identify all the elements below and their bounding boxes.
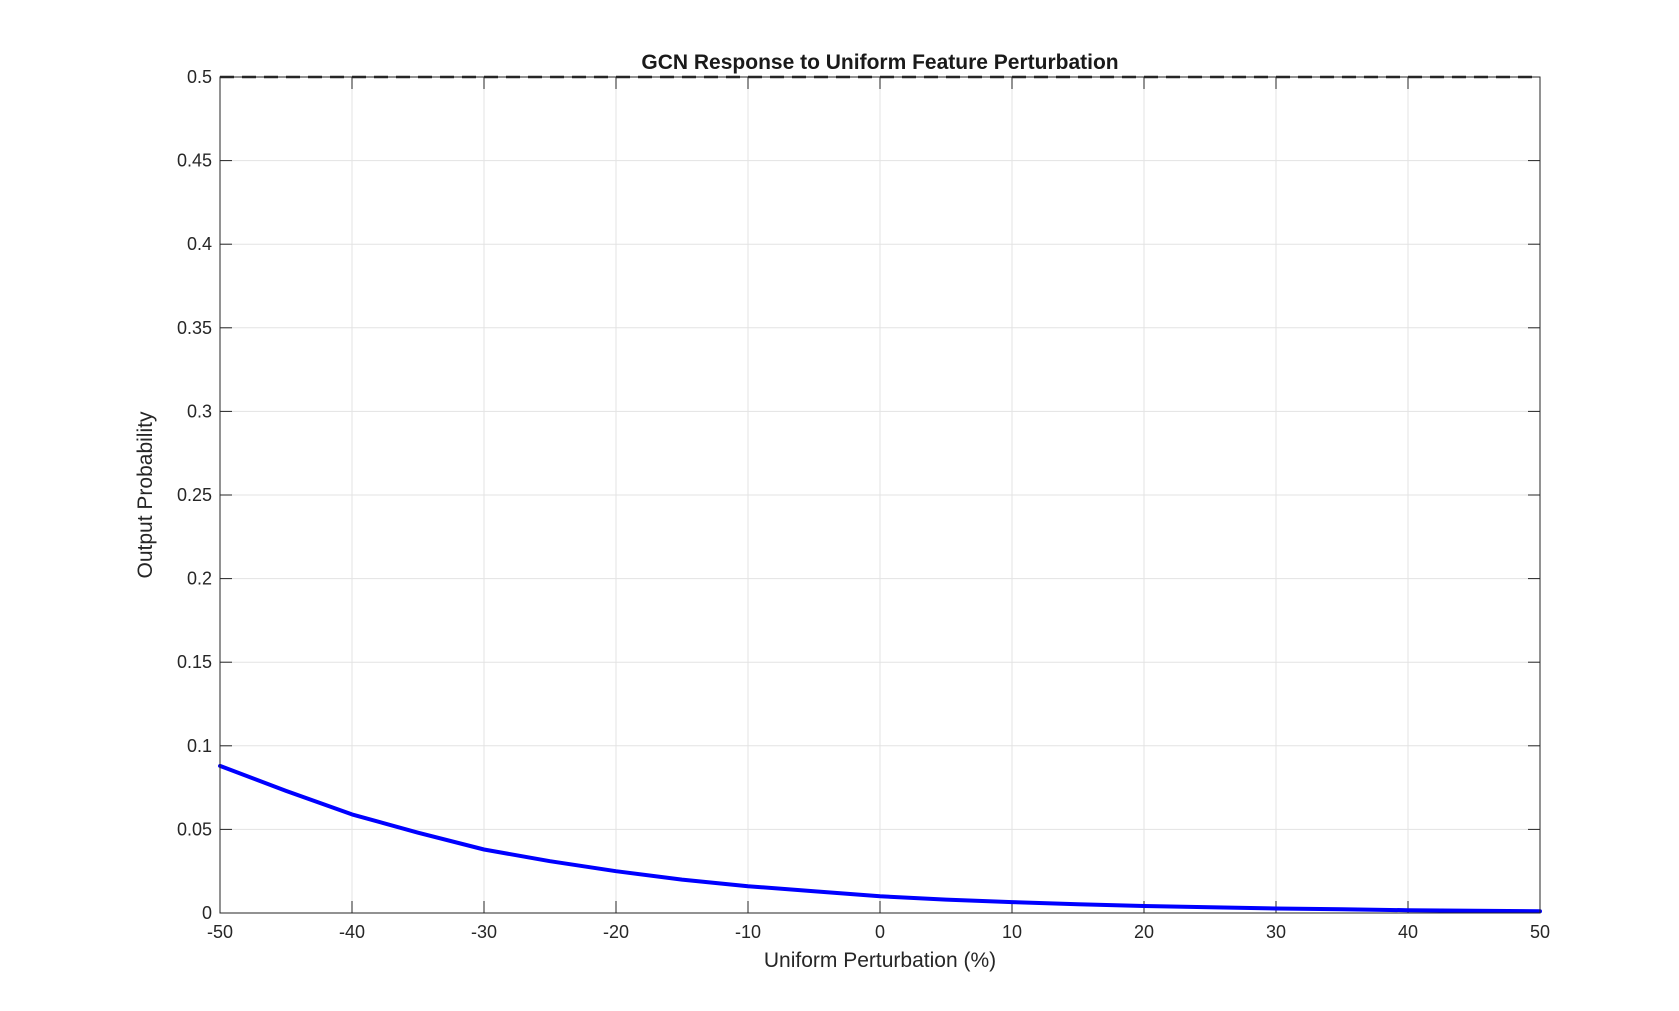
- x-tick-label: 30: [1266, 922, 1286, 942]
- x-tick-label: -20: [603, 922, 629, 942]
- x-tick-label: 50: [1530, 922, 1550, 942]
- y-tick-label: 0: [202, 903, 212, 923]
- y-tick-label: 0.05: [177, 819, 212, 839]
- y-tick-label: 0.3: [187, 401, 212, 421]
- y-tick-label: 0.45: [177, 151, 212, 171]
- x-tick-label: 40: [1398, 922, 1418, 942]
- y-tick-label: 0.35: [177, 318, 212, 338]
- x-tick-label: 10: [1002, 922, 1022, 942]
- x-tick-label: -30: [471, 922, 497, 942]
- y-tick-label: 0.15: [177, 652, 212, 672]
- x-tick-label: 0: [875, 922, 885, 942]
- x-tick-label: -40: [339, 922, 365, 942]
- y-tick-label: 0.5: [187, 67, 212, 87]
- y-tick-label: 0.25: [177, 485, 212, 505]
- y-tick-labels: 0 0.05 0.1 0.15 0.2 0.25 0.3 0.35 0.4 0.45 0.5: [177, 67, 212, 923]
- x-tick-labels: -50 -40 -30 -20 -10 0 10 20 30 40 50: [207, 922, 1550, 942]
- chart-title: GCN Response to Uniform Feature Perturba…: [641, 51, 1118, 74]
- y-tick-label: 0.2: [187, 569, 212, 589]
- y-tick-label: 0.4: [187, 234, 212, 254]
- y-tick-label: 0.1: [187, 736, 212, 756]
- grid-lines: [220, 77, 1540, 913]
- axes-box: [219, 76, 1541, 914]
- y-axis-label: Output Probability: [134, 411, 157, 578]
- x-tick-label: -10: [735, 922, 761, 942]
- x-tick-label: 20: [1134, 922, 1154, 942]
- x-axis-label: Uniform Perturbation (%): [764, 949, 996, 972]
- x-tick-label: -50: [207, 922, 233, 942]
- probability-series-line: [218, 763, 1542, 914]
